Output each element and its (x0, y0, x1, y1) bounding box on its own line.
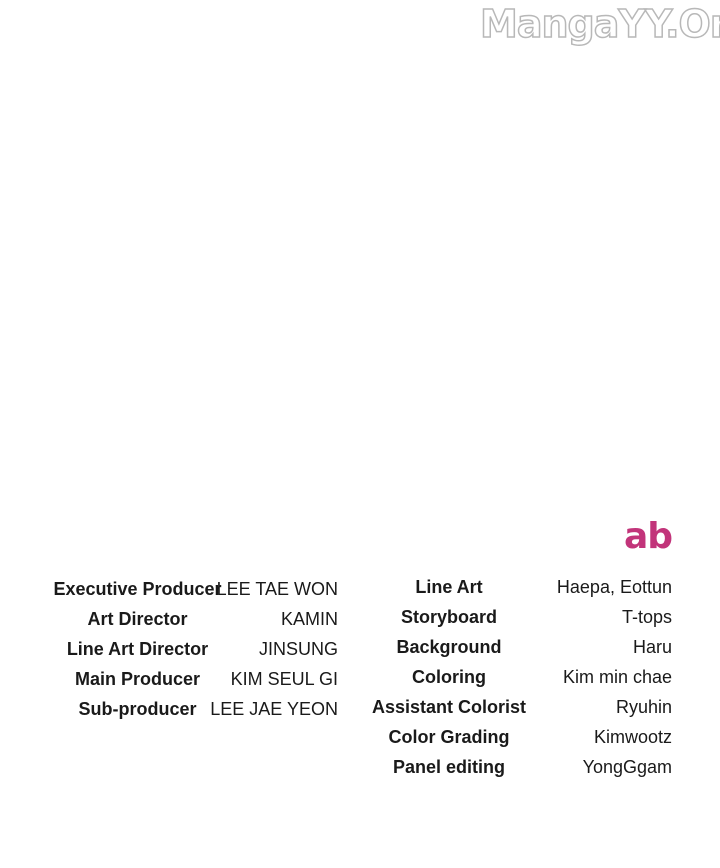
credit-role: Art Director (87, 609, 188, 629)
credit-row: Panel editing YongGgam (0, 755, 720, 779)
credit-row: Sub-producer LEE JAE YEON (0, 697, 720, 721)
credit-row: Executive Producer LEE TAE WON (0, 577, 720, 601)
credit-row: Art Director KAMIN (0, 607, 720, 631)
credit-role: Storyboard (400, 607, 497, 627)
credit-name: Haepa, Eottun (556, 577, 672, 597)
credit-row: Line Art Haepa, Eottun (0, 575, 720, 599)
credit-role: Executive Producer (53, 579, 222, 599)
credit-name: JINSUNG (258, 639, 338, 659)
credit-row: Background Haru (0, 635, 720, 659)
credit-role: Color Grading (388, 727, 510, 747)
credit-role: Assistant Colorist (371, 697, 527, 717)
credit-name: YongGgam (582, 757, 672, 777)
credit-row: Color Grading Kimwootz (0, 725, 720, 749)
credit-row: Line Art Director JINSUNG (0, 637, 720, 661)
credit-role: Panel editing (392, 757, 506, 777)
credit-name: LEE TAE WON (216, 579, 338, 599)
credit-name: KIM SEUL GI (230, 669, 338, 689)
credit-row: Assistant Colorist Ryuhin (0, 695, 720, 719)
credit-role: Line Art (415, 577, 483, 597)
credit-name: Kim min chae (562, 667, 672, 687)
credit-row: Storyboard T-tops (0, 605, 720, 629)
credit-name: LEE JAE YEON (210, 699, 338, 719)
credit-role: Background (396, 637, 502, 657)
credit-name: KAMIN (280, 609, 338, 629)
credit-name: Haru (632, 637, 672, 657)
credit-role: Sub-producer (78, 699, 197, 719)
publisher-logo: ab (624, 516, 673, 557)
watermark-logo: MangaYY.Org (479, 1, 720, 47)
credit-name: Kimwootz (593, 727, 672, 747)
credit-role: Line Art Director (66, 639, 209, 659)
credit-role: Main Producer (74, 669, 201, 689)
credit-row: Coloring Kim min chae (0, 665, 720, 689)
credit-name: Ryuhin (615, 697, 672, 717)
credit-role: Coloring (412, 667, 486, 687)
credit-name: T-tops (621, 607, 672, 627)
credit-row: Main Producer KIM SEUL GI (0, 667, 720, 691)
